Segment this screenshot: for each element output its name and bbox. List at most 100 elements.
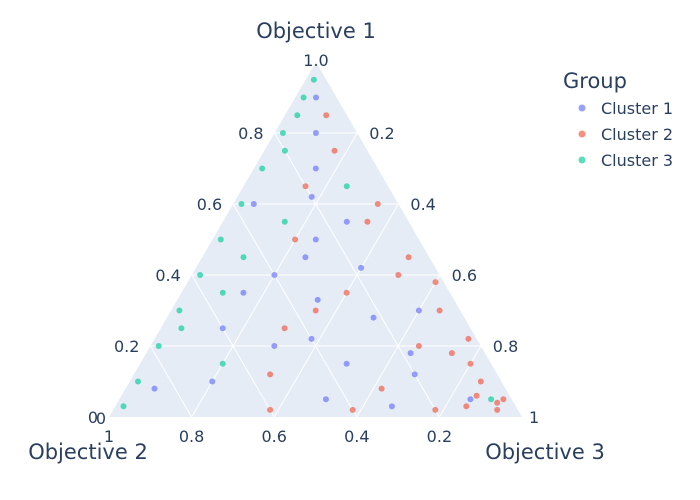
legend-marker: [578, 130, 586, 138]
data-point: [271, 343, 278, 349]
data-point: [294, 112, 301, 119]
data-point: [209, 378, 216, 385]
data-point: [473, 392, 480, 399]
grid-line-b: [149, 345, 193, 418]
data-point: [312, 307, 319, 314]
legend-marker: [578, 104, 586, 112]
data-point: [312, 236, 319, 243]
axis-c-title: Objective 3: [485, 440, 605, 464]
tick-label-a: 0.6: [197, 195, 222, 214]
data-point: [378, 385, 385, 392]
tick-label-b: 0.6: [261, 427, 286, 446]
data-point: [135, 378, 141, 385]
data-point: [281, 218, 288, 225]
data-point: [219, 325, 226, 332]
data-point: [465, 335, 472, 342]
data-point: [259, 165, 266, 172]
data-point: [405, 254, 412, 261]
data-point: [267, 406, 274, 413]
grid-line-b: [232, 203, 358, 418]
axis-a-title: Objective 1: [256, 19, 376, 43]
data-point: [302, 183, 309, 190]
data-point: [312, 165, 319, 172]
data-point: [310, 76, 317, 83]
data-point: [370, 314, 377, 321]
data-point: [331, 147, 338, 154]
data-point: [323, 112, 330, 119]
tick-labels: 0 0.2 0.4 0.6 0.8 1.0 0.2 0.4 0.6 0.8 1 0.2 0.4 0.6 0.…: [88, 51, 539, 446]
tick-label-c: 0.6: [452, 266, 477, 285]
data-point: [314, 296, 321, 303]
data-point: [120, 403, 127, 410]
data-point: [240, 254, 247, 261]
data-point: [411, 371, 418, 378]
data-point: [292, 236, 299, 243]
data-point: [343, 183, 350, 190]
grid-line-c: [273, 203, 399, 418]
data-point: [308, 193, 315, 200]
tick-label-c: 0.4: [410, 195, 435, 214]
data-point: [343, 360, 350, 367]
data-point: [271, 272, 278, 278]
data-point: [436, 307, 443, 314]
data-point: [250, 201, 257, 207]
data-point: [388, 403, 395, 410]
tick-label-a: 0.4: [155, 266, 180, 285]
axis-b-title: Objective 2: [28, 440, 148, 464]
data-point: [358, 264, 365, 271]
tick-label-c: 1: [529, 408, 539, 427]
tick-label-c: 0.2: [369, 124, 394, 143]
data-point: [395, 272, 402, 278]
data-point: [176, 307, 183, 314]
data-point: [197, 272, 204, 278]
tick-label-b: 1: [104, 427, 114, 446]
data-point: [494, 399, 501, 406]
tick-label-b: 0.4: [344, 427, 369, 446]
data-point: [219, 360, 226, 367]
legend-label: Cluster 1: [601, 99, 673, 118]
data-point: [494, 406, 501, 413]
tick-label-c: 0.8: [493, 337, 518, 356]
data-point: [467, 360, 474, 367]
data-point: [415, 343, 422, 349]
tick-label-a: 0.8: [238, 124, 263, 143]
legend-label: Cluster 3: [601, 151, 673, 170]
data-point: [281, 147, 288, 154]
data-point: [151, 385, 158, 392]
tick-label-a: 1.0: [303, 51, 328, 70]
data-point: [217, 236, 224, 243]
legend-label: Cluster 2: [601, 125, 673, 144]
legend-title: Group: [563, 69, 627, 93]
data-point: [463, 403, 470, 410]
data-point: [477, 378, 484, 385]
tick-label-a: 0: [88, 408, 98, 427]
data-point: [300, 94, 307, 101]
data-point: [374, 201, 381, 207]
data-point: [238, 201, 245, 207]
data-point: [240, 289, 247, 296]
data-point: [432, 406, 439, 413]
data-point: [313, 94, 319, 101]
data-point: [432, 279, 439, 286]
legend-marker: [578, 156, 586, 164]
data-point: [219, 289, 226, 296]
data-point: [343, 218, 350, 225]
tick-label-b: 0.2: [427, 427, 452, 446]
data-point: [312, 130, 319, 136]
legend: Group Cluster 1 Cluster 2 Cluster 3: [563, 69, 673, 170]
data-point: [415, 307, 422, 314]
data-point: [448, 350, 455, 357]
data-point: [155, 343, 162, 349]
data-point: [279, 130, 286, 136]
data-point: [349, 406, 356, 413]
data-points: [120, 76, 507, 413]
data-point: [364, 218, 371, 225]
grid-line-c: [356, 274, 441, 418]
data-point: [267, 371, 274, 378]
tick-label-c: 0: [96, 409, 106, 428]
grid-line-c: [438, 345, 482, 418]
tick-label-b: 0.8: [179, 427, 204, 446]
data-point: [281, 325, 288, 332]
data-point: [302, 254, 309, 261]
